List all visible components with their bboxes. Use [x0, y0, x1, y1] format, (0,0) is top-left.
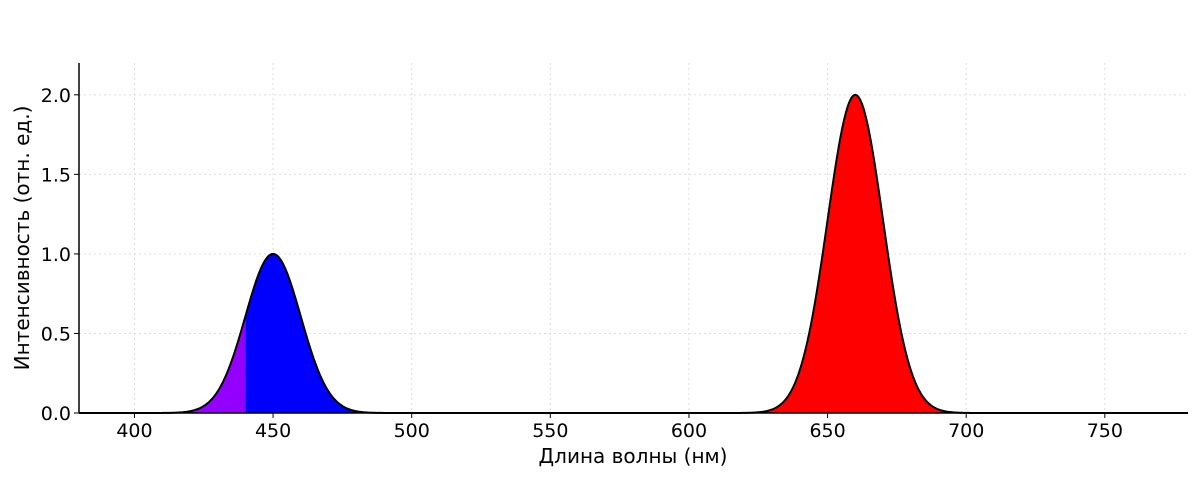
x-axis-label: Длина волны (нм) [539, 444, 728, 468]
fill-band [79, 316, 246, 413]
x-tick-label: 550 [532, 420, 568, 442]
x-tick-label: 500 [394, 420, 430, 442]
axes: 400 450 500 550 600 650 700 750 0.0 0.5 1.0 1.5 2.0 [41, 63, 1188, 442]
y-tick-label: 1.5 [41, 164, 71, 186]
y-axis-label: Интенсивность (отн. ед.) [10, 106, 34, 371]
y-tick-label: 0.5 [41, 323, 71, 345]
fill-band [245, 253, 412, 413]
x-tick-label: 400 [116, 420, 152, 442]
x-tick-label: 600 [671, 420, 707, 442]
y-tick-label: 0.0 [41, 403, 71, 425]
y-tick-label: 2.0 [41, 85, 71, 107]
x-tick-label: 750 [1087, 420, 1123, 442]
y-tick-label: 1.0 [41, 244, 71, 266]
x-tick-label: 450 [255, 420, 291, 442]
x-tick-label: 650 [809, 420, 845, 442]
x-tick-label: 700 [948, 420, 984, 442]
